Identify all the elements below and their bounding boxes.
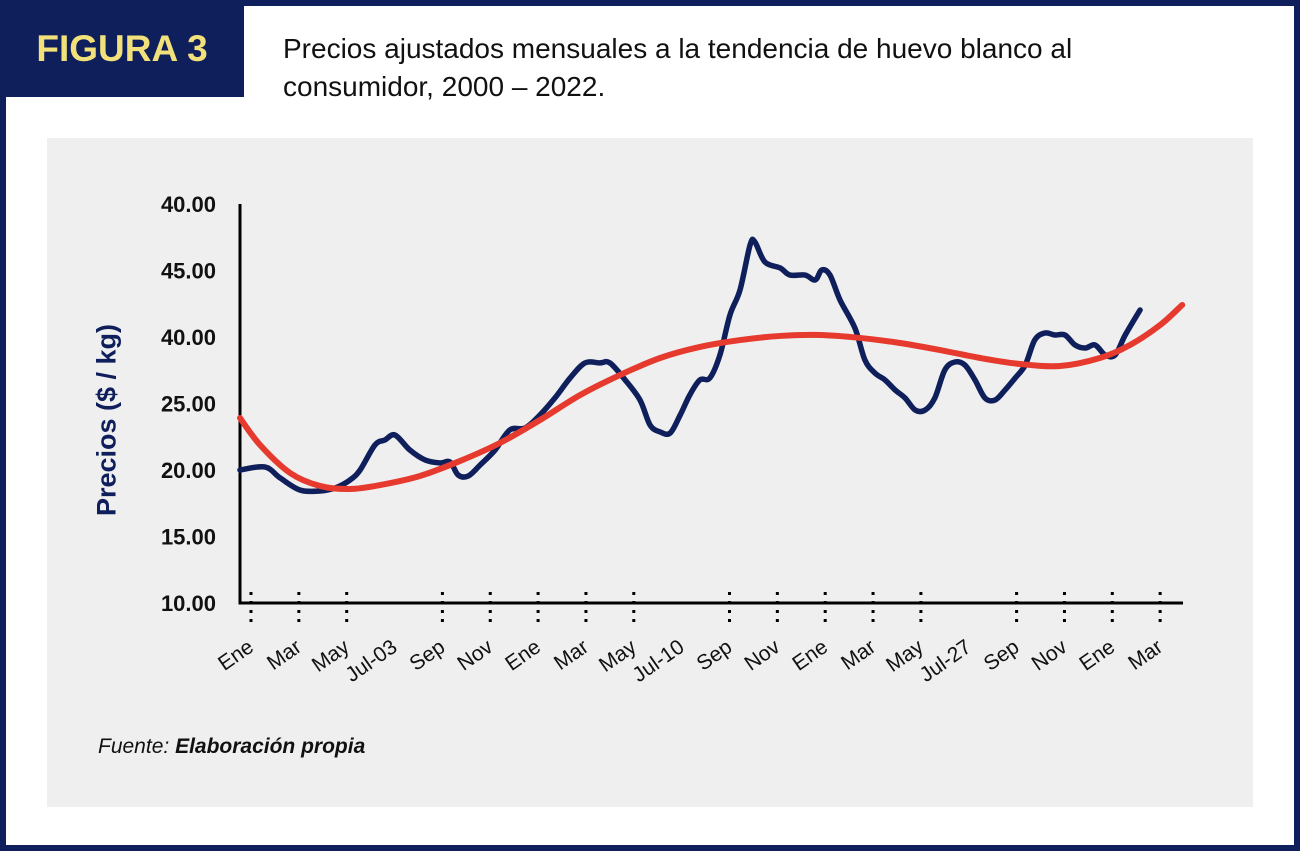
y-tick-label: 25.00: [161, 392, 216, 417]
y-tick-label: 40.00: [161, 325, 216, 350]
source-prefix: Fuente:: [98, 735, 170, 758]
source-note: Fuente: Elaboración propia: [98, 735, 365, 759]
x-tick-label: Sep: [693, 635, 737, 675]
x-tick-label: Nov: [1028, 635, 1072, 676]
x-tick-label: Nov: [453, 635, 497, 676]
x-tick-label: Jul-10: [628, 635, 688, 687]
x-tick-label: Jul-03: [341, 635, 401, 687]
figure-title: Precios ajustados mensuales a la tendenc…: [283, 33, 1073, 102]
x-tick-label: Ene: [214, 635, 258, 675]
trend-line: [236, 301, 1186, 493]
x-tick-label: Jul-27: [916, 635, 976, 687]
x-tick-label: Ene: [788, 635, 832, 675]
x-tick-label: Sep: [405, 635, 449, 675]
x-tick-label: Mar: [1124, 635, 1167, 675]
y-tick-label: 10.00: [161, 591, 216, 616]
x-tick-label: Ene: [1075, 635, 1119, 675]
x-tick-label: Mar: [550, 635, 593, 675]
price-series-line: [237, 236, 1143, 495]
x-tick-label: Sep: [980, 635, 1024, 675]
x-tick-label: Nov: [740, 635, 784, 676]
y-tick-label: 45.00: [161, 259, 216, 284]
y-axis-label: Precios ($ / kg): [91, 323, 122, 517]
x-tick-label: Mar: [837, 635, 880, 675]
y-tick-label: 15.00: [161, 525, 216, 550]
x-tick-label: Ene: [501, 635, 545, 675]
x-tick-label: Mar: [263, 635, 306, 675]
y-tick-label: 40.00: [161, 192, 216, 217]
figure-label: FIGURA 3: [0, 0, 244, 97]
source-text: Elaboración propia: [175, 735, 366, 758]
chart-panel: [47, 138, 1253, 807]
y-tick-label: 20.00: [161, 458, 216, 483]
